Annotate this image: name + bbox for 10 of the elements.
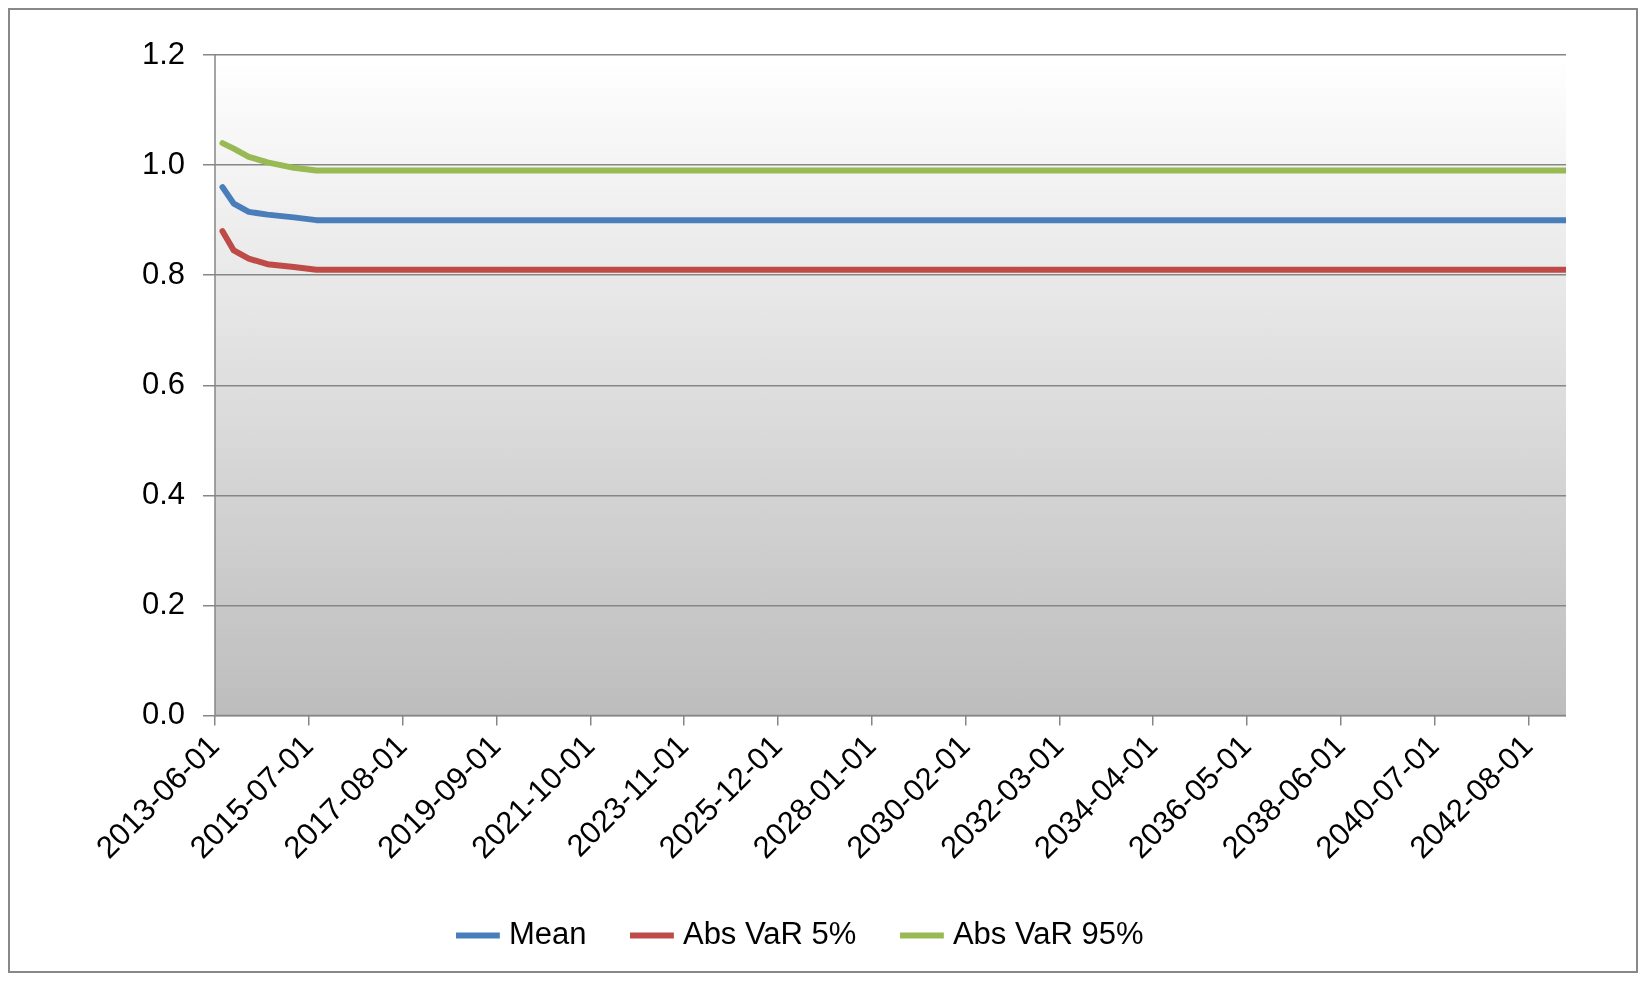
y-tick-label: 0.6 [141,365,185,401]
legend-label: Abs VaR 5% [682,916,857,952]
y-tick-label: 0.8 [141,255,185,291]
y-tick-label: 0.0 [141,696,185,732]
legend-label: Mean [508,916,587,952]
y-tick-label: 1.2 [141,35,185,71]
y-tick-label: 0.4 [141,475,185,511]
y-tick-label: 1.0 [141,145,185,181]
y-tick-label: 0.2 [141,586,185,622]
legend-label: Abs VaR 95% [952,916,1144,952]
